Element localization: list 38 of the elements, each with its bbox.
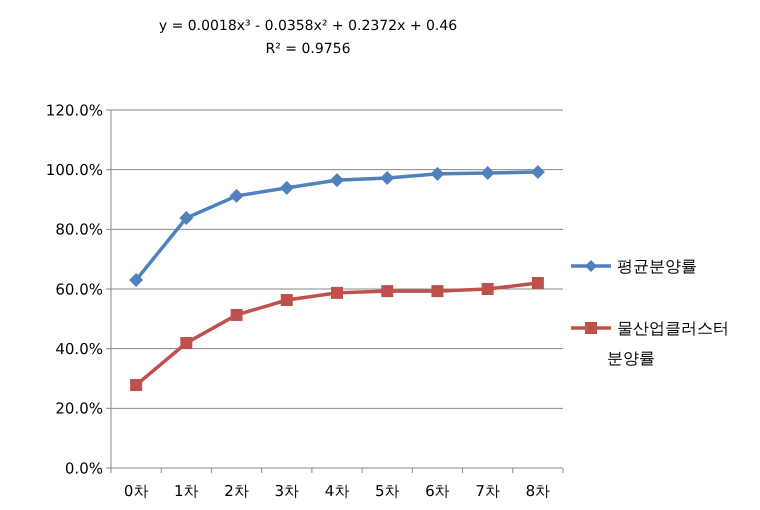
point — [179, 210, 194, 225]
y-tick-label: 40.0% — [55, 340, 103, 358]
x-tick-label: 6차 — [425, 482, 450, 500]
y-tick-label: 0.0% — [64, 459, 103, 478]
point — [431, 285, 444, 298]
point — [331, 286, 343, 299]
chart-title: y = 0.0018x³ - 0.0358x² + 0.2372x + 0.46 — [158, 18, 458, 34]
point — [482, 283, 494, 295]
y-tick-label: 60.0% — [55, 280, 103, 298]
point — [230, 188, 244, 203]
point — [330, 173, 344, 188]
legend-label: 물산업클러스터 분양률 — [607, 318, 729, 368]
point — [480, 166, 495, 180]
point — [430, 166, 444, 181]
point — [129, 273, 144, 288]
y-tick-label: 120.0% — [46, 101, 103, 120]
x-tick-label: 4차 — [324, 482, 350, 500]
y-tick-label: 20.0% — [55, 400, 103, 418]
point — [230, 308, 243, 321]
x-tick-label: 1차 — [174, 482, 199, 500]
y-tick-label: 100.0% — [46, 160, 103, 179]
chart-subtitle: R² = 0.9756 — [266, 41, 351, 57]
x-tick-label: 2차 — [224, 482, 249, 500]
point — [280, 180, 294, 195]
point — [380, 171, 394, 186]
legend-label: 평균분양률 — [617, 256, 697, 276]
x-tick-label: 7차 — [475, 482, 500, 500]
point — [130, 379, 142, 392]
y-tick-label: 80.0% — [55, 220, 103, 239]
point — [530, 165, 545, 180]
x-tick-label: 8차 — [526, 482, 550, 500]
x-tick-label: 5차 — [374, 482, 400, 500]
point — [381, 285, 394, 298]
point — [180, 337, 192, 349]
point — [532, 277, 544, 290]
point — [280, 294, 293, 306]
x-tick-label: 3차 — [274, 482, 300, 500]
x-tick-label: 0차 — [124, 482, 148, 500]
